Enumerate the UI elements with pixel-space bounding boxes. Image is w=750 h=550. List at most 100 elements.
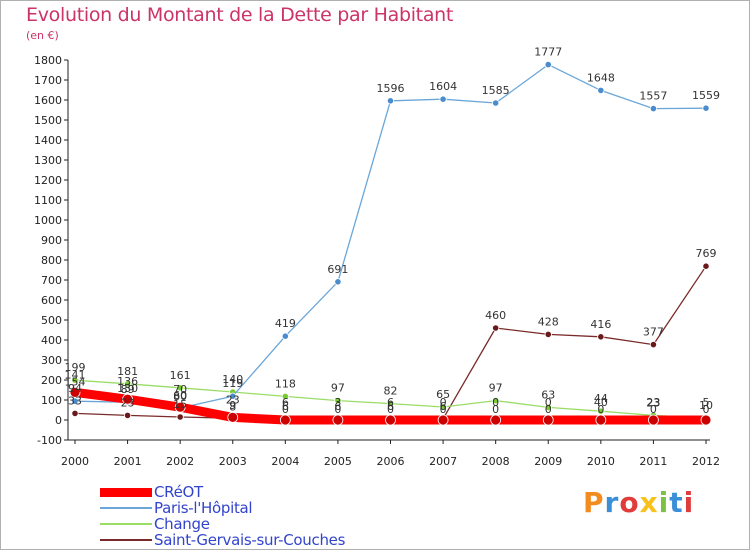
data-label: 1648 [587,71,615,84]
data-label: 0 [492,396,499,409]
data-label: 6 [334,400,341,413]
data-label: 60 [173,389,187,402]
data-label: 40 [594,396,608,409]
data-label: 419 [275,317,296,330]
legend-label-change: Change [154,515,210,533]
y-tick-label: 1700 [34,74,62,87]
chart-title: Evolution du Montant de la Dette par Hab… [26,4,454,26]
y-tick-label: 900 [41,234,62,247]
y-axis: -100 0 100 200 300 400 500 600 700 800 900 1000 1100… [34,54,69,447]
data-label: 769 [696,247,717,260]
data-label: 33 [68,394,82,407]
data-label: 0 [440,396,447,409]
series-point-1 [71,397,79,405]
data-label: 0 [334,403,341,416]
data-label: 1559 [692,89,720,102]
series-point-2 [439,403,447,411]
series-point-2 [544,403,552,411]
data-label: 0 [387,403,394,416]
data-label: 6 [387,400,394,413]
x-tick-label: 2011 [639,455,667,468]
legend-swatch-change [100,523,152,525]
x-tick-label: 2003 [219,455,247,468]
y-tick-label: 800 [41,254,62,267]
proxiti-logo: Proxiti [583,486,694,519]
data-label: 199 [65,361,86,374]
x-tick-label: 2002 [166,455,194,468]
x-tick-label: 2004 [271,455,299,468]
y-tick-label: 1400 [34,134,62,147]
data-label: 0 [282,403,289,416]
data-label: 9 [229,399,236,412]
data-label: 1777 [534,46,562,59]
unit-label: (en €) [26,29,59,42]
series-point-1 [386,97,395,105]
series-lines [69,60,712,426]
x-tick-label: 2001 [114,455,142,468]
series-point-1 [649,105,658,113]
series-point-3 [544,330,552,338]
series-point-0 [69,386,81,398]
data-label: 0 [440,403,447,416]
data-label: 65 [436,388,450,401]
series-point-0 [490,414,502,426]
data-label: 15 [173,398,187,411]
series-point-2 [597,407,605,415]
x-tick-label: 2006 [377,455,405,468]
series-point-2 [123,380,132,388]
series-point-2 [71,376,79,384]
logo-letter: t [669,486,684,519]
x-tick-label: 2005 [324,455,352,468]
data-label: 1596 [377,82,405,95]
legend-label-saint-gervais-sur-couches: Saint-Gervais-sur-Couches [154,531,346,549]
data-label: 8 [229,400,236,413]
data-label: 23 [121,396,135,409]
data-label: 377 [643,326,664,339]
data-label: 1557 [639,90,667,103]
y-tick-label: 500 [41,314,62,327]
data-label: 1604 [429,80,457,93]
data-label: 130 [117,382,138,395]
data-label: 141 [65,368,86,381]
data-label: 97 [489,382,503,395]
x-tick-label: 2007 [429,455,457,468]
x-tick-label: 2010 [587,455,615,468]
series-point-3 [492,324,500,332]
data-label: 80 [173,390,187,403]
data-label: 89 [121,383,135,396]
series-point-3 [123,411,132,419]
series-point-2 [334,396,342,405]
series-point-0 [385,414,396,426]
y-tick-label: 100 [41,394,62,407]
series-point-3 [71,409,79,417]
series-point-0 [279,414,291,426]
data-label: 428 [538,315,559,328]
y-tick-label: 1000 [34,214,62,227]
y-tick-label: 400 [41,334,62,347]
data-label: 0 [545,396,552,409]
x-tick-label: 2000 [61,455,89,468]
data-label: 23 [646,396,660,409]
series-point-0 [122,393,133,405]
data-label: 82 [384,385,398,398]
series-point-1 [492,99,500,107]
data-label: 0 [703,403,710,416]
series-point-1 [544,60,552,69]
legend-swatch-saint-gervais-sur-couches [100,539,152,541]
logo-letter: r [604,486,620,519]
data-label: 6 [440,400,447,413]
data-label: 460 [485,309,506,322]
data-label: 691 [327,263,348,276]
data-label: 3 [334,396,341,409]
data-label: 1585 [482,84,510,97]
data-label: 23 [646,396,660,409]
data-label: 6 [282,400,289,413]
y-tick-label: -100 [37,434,62,447]
data-label: 5 [703,396,710,409]
data-label: 23 [226,393,240,406]
y-tick-label: 1200 [34,174,62,187]
y-tick-label: 1100 [34,194,62,207]
data-label: 94 [68,382,82,395]
y-tick-label: 300 [41,354,62,367]
